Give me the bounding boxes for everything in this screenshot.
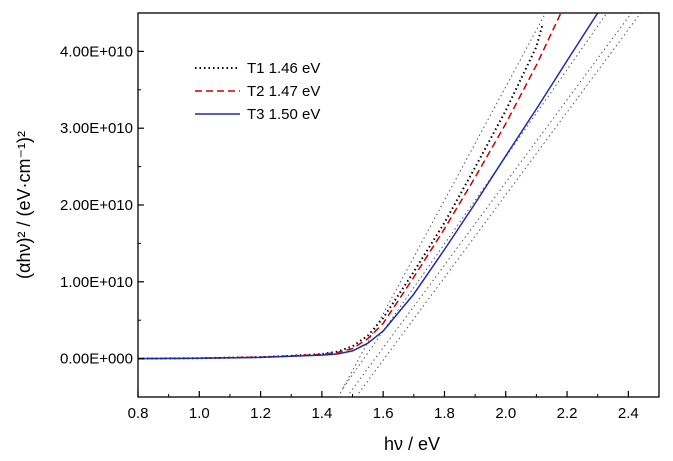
series-line-1	[138, 24, 544, 360]
x-axis-ticks: 0.8 1.0 1.2 1.4 1.6 1.8 2.0 2.2 2.4	[128, 391, 639, 422]
y-tick-label: 0.00E+000	[60, 351, 133, 368]
y-axis-title: (αhν)² / (eV·cm⁻¹)²	[14, 131, 34, 279]
legend-label: T1 1.46 eV	[247, 60, 320, 77]
y-tick-label: 3.00E+010	[60, 120, 133, 137]
legend: T1 1.46 eV T2 1.47 eV T3 1.50 eV	[195, 60, 320, 123]
x-tick-label: 1.2	[250, 405, 271, 422]
y-tick-label: 1.00E+010	[60, 274, 133, 291]
fit-lines	[339, 13, 642, 394]
y-tick-label: 2.00E+010	[60, 197, 133, 214]
fit-line-4	[358, 13, 642, 394]
y-tick-label: 4.00E+010	[60, 43, 133, 60]
y-axis-ticks: 0.00E+000 1.00E+010 2.00E+010 3.00E+010 4.00…	[60, 43, 144, 398]
fit-line-1	[339, 13, 547, 394]
fit-line-3	[349, 13, 632, 394]
x-axis-title: hν / eV	[384, 434, 440, 454]
x-tick-label: 0.8	[128, 405, 149, 422]
series-line-3	[138, 13, 599, 360]
plot-frame	[137, 12, 660, 398]
legend-label: T2 1.47 eV	[247, 83, 320, 100]
x-tick-label: 2.2	[557, 405, 578, 422]
x-tick-label: 1.4	[311, 405, 332, 422]
legend-label: T3 1.50 eV	[247, 106, 320, 123]
x-tick-label: 1.0	[189, 405, 210, 422]
x-tick-label: 1.6	[373, 405, 394, 422]
x-tick-label: 2.0	[495, 405, 516, 422]
series-lines	[138, 13, 599, 360]
x-tick-label: 1.8	[434, 405, 455, 422]
series-line-2	[138, 13, 562, 360]
x-tick-label: 2.4	[618, 405, 639, 422]
